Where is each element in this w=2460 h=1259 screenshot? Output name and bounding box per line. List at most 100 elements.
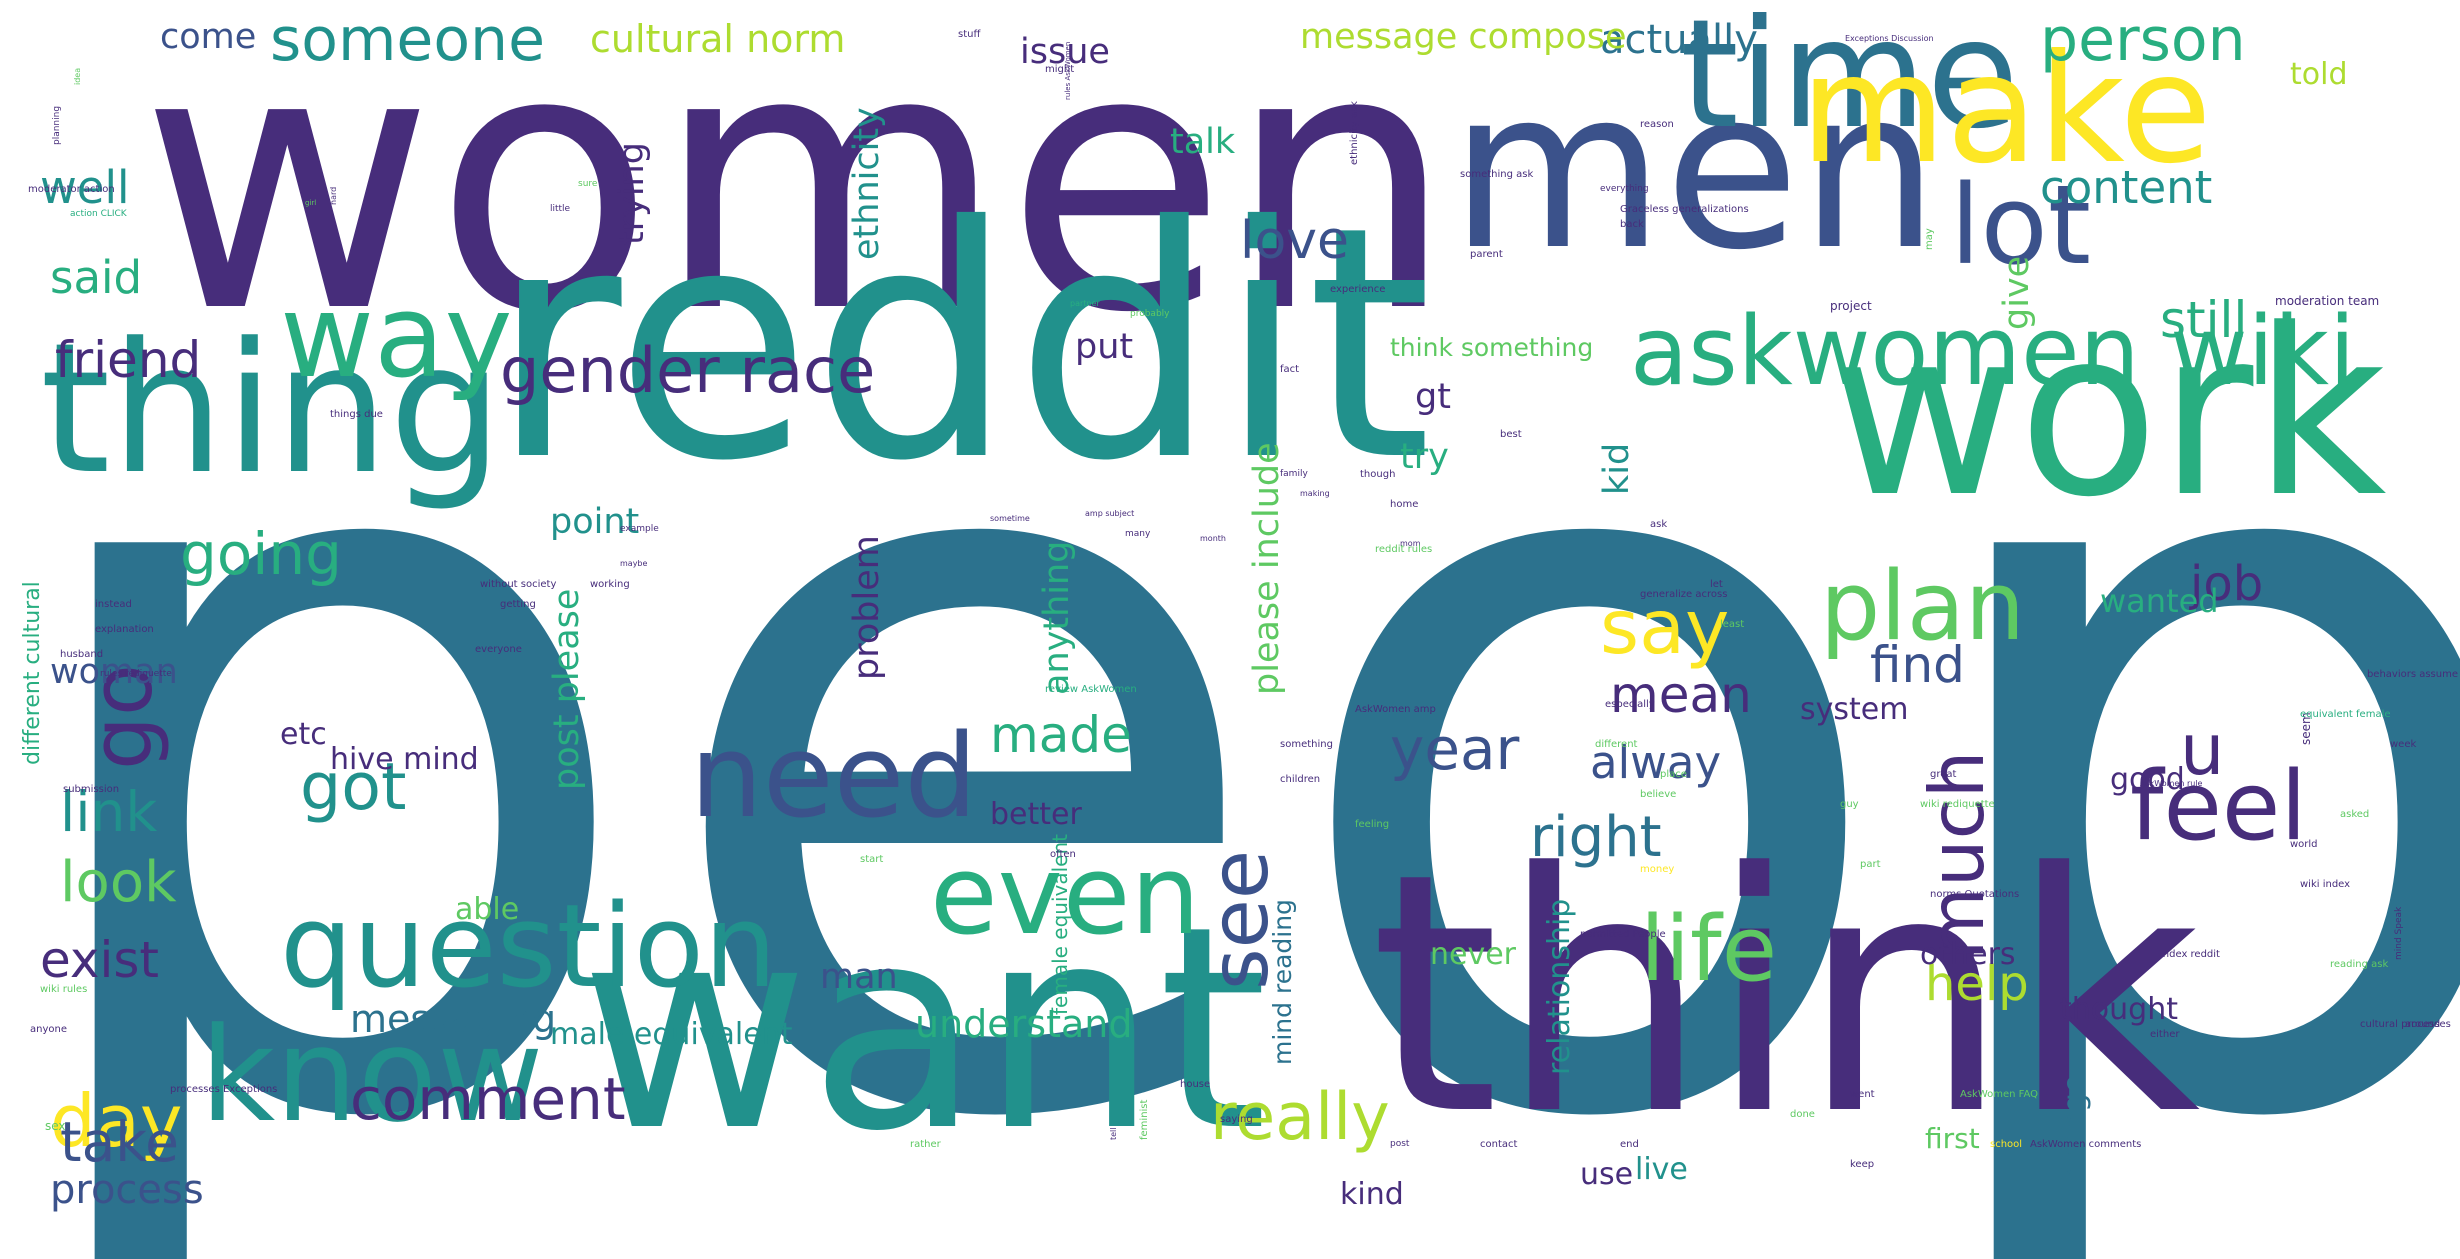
cloud-word: content (2040, 161, 2213, 214)
cloud-word: anything (1037, 540, 1077, 695)
cloud-word: asked (2340, 809, 2370, 820)
cloud-word: say (1600, 583, 1730, 671)
cloud-word: things due (330, 409, 383, 420)
cloud-word: action CLICK (70, 209, 127, 219)
cloud-word: gender race (500, 334, 876, 407)
cloud-word: ethnicity ask (1349, 101, 1360, 165)
cloud-word: much (1913, 750, 2001, 960)
cloud-word: relationship (1542, 898, 1577, 1075)
cloud-word: male equivalent (550, 1017, 793, 1052)
cloud-word: sure (578, 179, 598, 189)
cloud-word: place (1660, 769, 1687, 780)
cloud-word: tell (1109, 1127, 1118, 1140)
cloud-word: working (590, 579, 630, 590)
cloud-word: index reddit (2160, 949, 2220, 960)
cloud-word: money (1640, 864, 1675, 875)
cloud-word: wiki rules (40, 984, 88, 995)
cloud-word: least (1720, 619, 1745, 630)
cloud-word: hive mind (330, 742, 479, 777)
cloud-word: planning (52, 105, 62, 145)
cloud-word: work (1830, 281, 2387, 548)
cloud-word: around (2405, 1019, 2441, 1030)
cloud-word: moderator action (28, 184, 115, 195)
cloud-word: mind reading (1268, 899, 1297, 1065)
cloud-word: thing (40, 305, 504, 514)
cloud-word: month (1200, 534, 1226, 543)
cloud-word: time (1680, 0, 2019, 162)
cloud-word: live (1635, 1152, 1688, 1187)
cloud-word: review AskWomen (1045, 684, 1137, 695)
cloud-word: really (1210, 1080, 1390, 1155)
cloud-word: plan (1820, 552, 2026, 662)
cloud-word: never (1430, 937, 1517, 972)
cloud-word: well (40, 161, 130, 214)
cloud-word: home (1390, 499, 1419, 510)
cloud-word: got (300, 750, 407, 825)
cloud-word: different cultural (20, 581, 45, 765)
cloud-word: believe (1640, 789, 1677, 800)
cloud-word: anyone (30, 1024, 67, 1035)
cloud-word: parent (1470, 249, 1503, 260)
cloud-word: exist (40, 931, 160, 989)
cloud-word: way (280, 270, 513, 404)
cloud-word: men (1450, 42, 1940, 298)
cloud-word: sex (45, 1119, 66, 1133)
cloud-word: messaging (350, 997, 557, 1041)
cloud-word: female equivalent (1048, 833, 1072, 1015)
cloud-word: put (1075, 327, 1134, 367)
cloud-word: trying (612, 142, 652, 245)
cloud-word: people (2, 153, 2460, 1259)
cloud-word: house (1180, 1079, 1211, 1090)
cloud-word: life (1640, 897, 1778, 1002)
cloud-word: getting (500, 599, 536, 610)
cloud-word: mean (1610, 666, 1752, 724)
cloud-word: explanation (95, 624, 154, 635)
cloud-word: message compose (1300, 17, 1627, 57)
cloud-word: feel (2130, 752, 2307, 862)
cloud-word: equivalent female (2300, 709, 2391, 720)
cloud-word: world (2290, 839, 2318, 850)
cloud-word: best (1500, 429, 1522, 440)
cloud-word: want (580, 867, 1268, 1193)
cloud-word: need (690, 710, 978, 844)
cloud-word: idea (73, 67, 82, 85)
cloud-word: without society (480, 579, 557, 590)
cloud-word: kid (1597, 442, 1637, 495)
cloud-word: please include (1247, 442, 1287, 695)
cloud-word: reddit rules (1375, 544, 1433, 555)
cloud-word: gt (1415, 377, 1451, 417)
cloud-word: amp subject (1085, 509, 1135, 518)
cloud-word: part (1860, 859, 1881, 870)
cloud-word: made (990, 706, 1132, 764)
cloud-word: Graceless generalizations (1620, 204, 1749, 215)
cloud-word: little (550, 204, 571, 214)
cloud-word: end (1620, 1139, 1639, 1150)
cloud-word: reason (1640, 119, 1674, 130)
cloud-word: come (160, 17, 257, 57)
cloud-word: cultural processes (2360, 1019, 2451, 1030)
cloud-word: wiki rediquette (1920, 799, 1995, 810)
cloud-word: generalize across (1640, 589, 1728, 600)
cloud-word: something (1280, 739, 1333, 750)
cloud-word: make (1800, 23, 2212, 197)
cloud-word: issue (1020, 32, 1110, 72)
cloud-word: reddit (490, 159, 1433, 531)
cloud-word: talk (1170, 122, 1236, 162)
cloud-word: ethnicity (847, 107, 887, 260)
cloud-word: feminist (1139, 1099, 1150, 1140)
cloud-word: rather (910, 1139, 941, 1150)
cloud-word: AskWomen comments (2030, 1139, 2142, 1150)
cloud-word: start (860, 854, 884, 865)
cloud-word: children (1280, 774, 1321, 785)
cloud-word: friend (55, 331, 202, 389)
cloud-word: understand (915, 1002, 1133, 1046)
cloud-word: norms Quotations (1930, 889, 2020, 900)
cloud-word: link (60, 780, 158, 844)
cloud-word: might (1045, 64, 1075, 75)
cloud-word: look (60, 850, 177, 915)
cloud-word: reading ask (2330, 959, 2389, 970)
cloud-word: everything (1600, 184, 1649, 194)
cloud-word: different (1595, 739, 1638, 750)
cloud-word: especially (1605, 699, 1655, 710)
